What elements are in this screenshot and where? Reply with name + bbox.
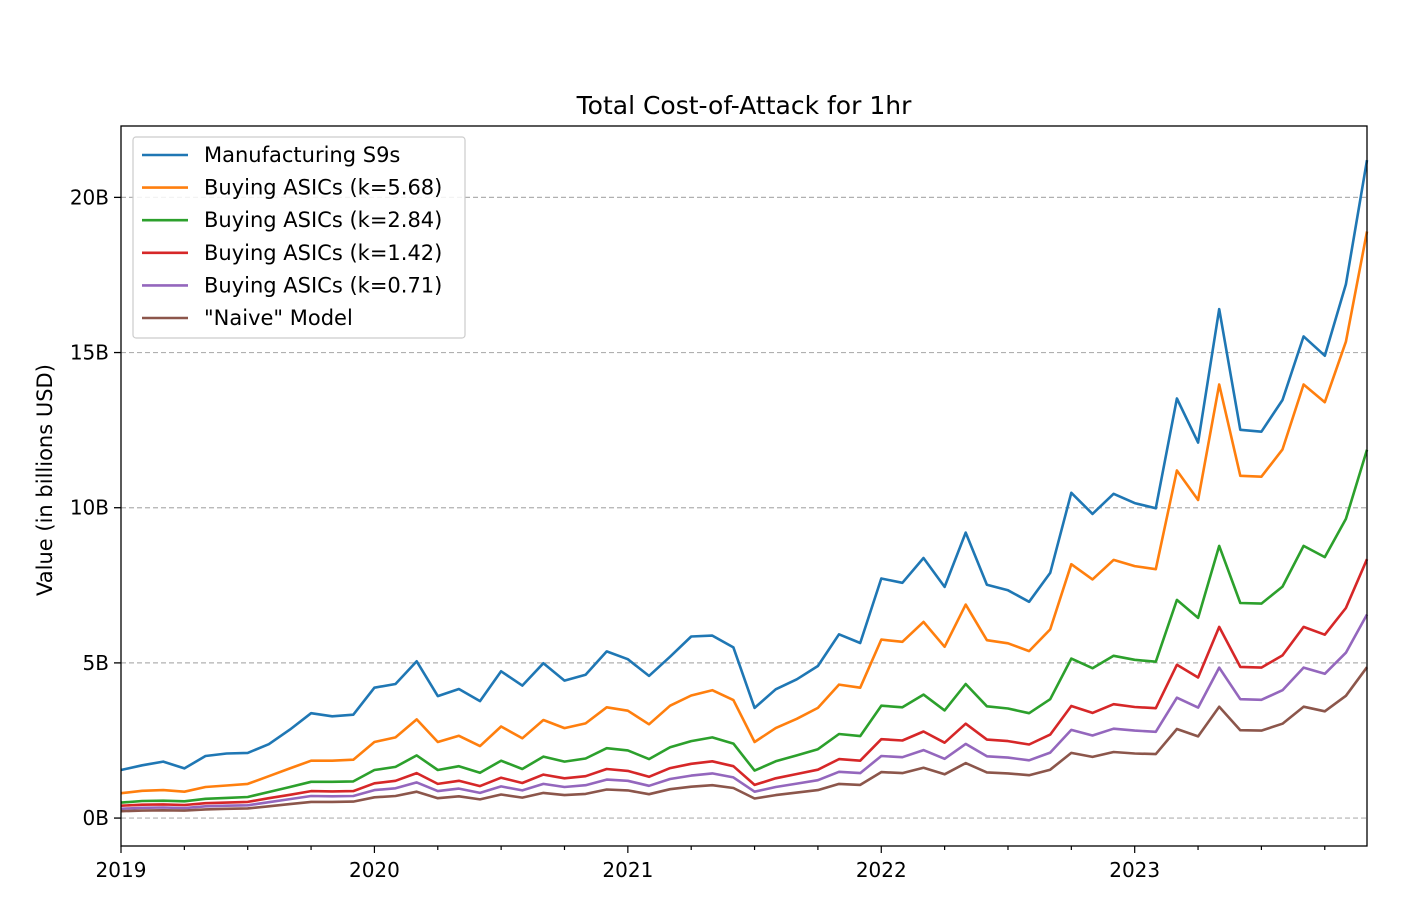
plot-frame xyxy=(120,125,1368,847)
series-lines xyxy=(120,159,1369,813)
series-line xyxy=(120,666,1369,813)
legend-label: Buying ASICs (k=2.84) xyxy=(204,208,442,232)
series-line xyxy=(120,159,1369,772)
series-line xyxy=(120,449,1369,804)
x-tick-label: 2020 xyxy=(349,858,400,882)
x-tick-label: 2022 xyxy=(856,858,907,882)
legend-label: Buying ASICs (k=0.71) xyxy=(204,273,442,297)
y-tick-label: 20B xyxy=(70,185,109,209)
y-tick-label: 0B xyxy=(83,806,109,830)
legend-label: Buying ASICs (k=1.42) xyxy=(204,241,442,265)
chart-title: Total Cost-of-Attack for 1hr xyxy=(576,91,912,120)
x-tick-label: 2019 xyxy=(96,858,147,882)
y-tick-label: 15B xyxy=(70,341,109,365)
legend: Manufacturing S9s Buying ASICs (k=5.68) Bu… xyxy=(132,136,466,339)
y-axis-ticks: 0B 5B 10B 15B 20B xyxy=(70,185,121,830)
x-tick-label: 2021 xyxy=(602,858,653,882)
series-line xyxy=(120,231,1369,795)
legend-box xyxy=(132,136,466,339)
series-line xyxy=(120,613,1369,811)
y-tick-label: 5B xyxy=(83,651,109,675)
x-axis-ticks: 2019 2020 2021 2022 2023 xyxy=(96,846,1326,882)
x-tick-label: 2023 xyxy=(1109,858,1160,882)
y-axis-label: Value (in billions USD) xyxy=(33,364,57,596)
y-tick-label: 10B xyxy=(70,496,109,520)
legend-label: "Naive" Model xyxy=(204,306,353,330)
legend-label: Buying ASICs (k=5.68) xyxy=(204,176,442,200)
legend-label: Manufacturing S9s xyxy=(204,143,400,167)
series-line xyxy=(120,558,1369,807)
